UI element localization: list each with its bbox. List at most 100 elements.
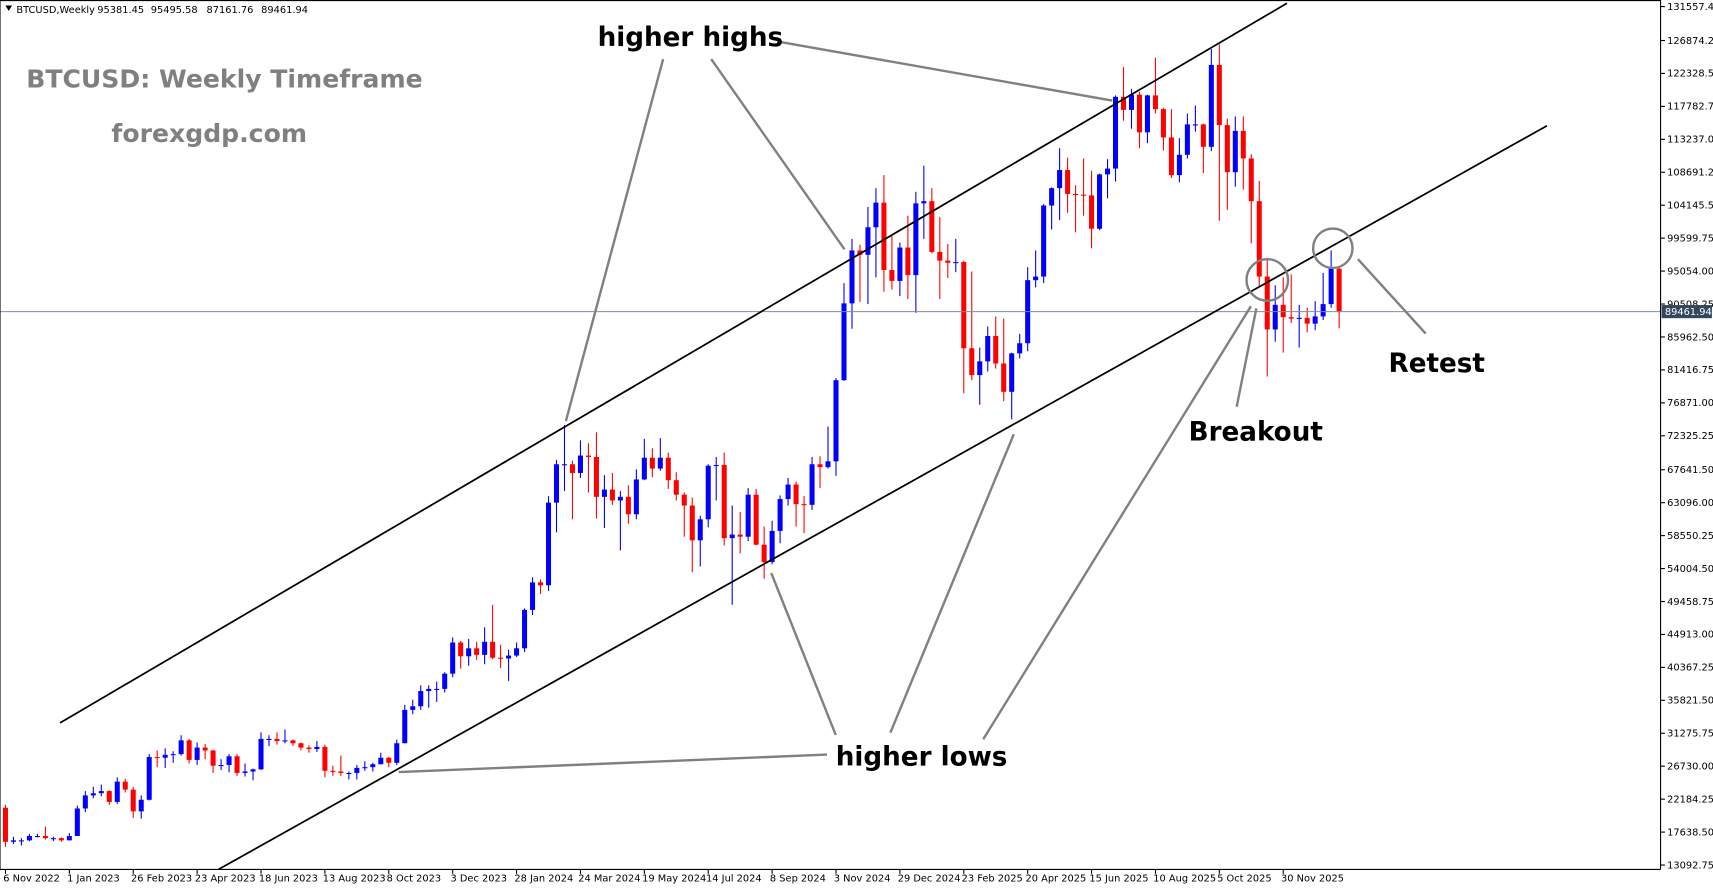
candle-body [1097,174,1103,229]
pointer [398,753,828,774]
candle-body [737,534,743,537]
candle-body [849,250,855,304]
y-tick-label: 85962.50 [1667,332,1713,343]
candle-body [1168,137,1174,176]
header-close: 89461.94 [261,5,308,16]
candle-body [889,270,895,281]
candle-body [593,456,599,497]
candle-body [442,673,448,689]
candle-body [178,740,184,755]
candle-body [2,807,8,842]
candle-body [402,709,408,744]
candle-body [985,335,991,362]
candle-body [1057,170,1063,189]
candle-body [482,641,488,655]
candle-body [1160,109,1166,138]
x-tick-label: 15 Jun 2025 [1089,873,1148,884]
candle-body [1041,205,1047,277]
candle-body [1208,64,1214,147]
candle-body [865,227,871,255]
pointer [710,58,846,251]
price-label-box [1661,305,1712,319]
candle-body [817,464,823,468]
candle-body [897,247,903,281]
candle-body [793,484,799,505]
x-tick-label: 23 Apr 2023 [195,873,256,884]
y-tick-label: 54004.50 [1667,564,1713,575]
candle-body [530,582,536,610]
y-tick-label: 95054.00 [1667,266,1713,277]
candle-body [194,747,200,760]
y-tick-label: 63096.00 [1667,498,1713,509]
candle-body [921,201,927,204]
candle-body [1312,316,1318,324]
candle-body [106,791,112,802]
candle-body [753,494,759,545]
candle-body [969,348,975,376]
candle-body [474,648,480,655]
candle-body [1304,317,1310,324]
candle-body [490,641,496,658]
axes: 13092.75 17638.50 22184.25 26730.00 31275.75… [3,2,1713,885]
lower-channel-line [218,124,1548,871]
candle-body [953,262,959,264]
annotation: higher highs [598,23,784,53]
y-tick-label: 35821.50 [1667,696,1713,707]
candle-body [681,494,687,506]
header-open: 95381.45 [97,5,144,16]
x-tick-label: 28 Jan 2024 [514,873,573,884]
upper-channel-line [59,2,1288,724]
candle-body [1065,170,1071,194]
y-tick-label: 122328.50 [1667,69,1713,80]
candle-body [1152,95,1158,110]
candle-body [785,484,791,500]
candle-body [585,455,591,457]
candles [2,44,1342,847]
candle-body [569,464,575,473]
candle-body [1240,130,1246,159]
x-tick-label: 26 Feb 2023 [131,873,192,884]
pointer [1235,308,1258,408]
candle-body [689,505,695,541]
candle-body [1280,304,1286,318]
candle-body [1232,130,1238,173]
candle-body [370,764,376,768]
y-tick-label: 117782.75 [1667,102,1713,113]
candle-body [1001,363,1007,392]
candle-body [1017,343,1023,354]
candle-body [769,530,775,563]
y-tick-label: 104145.50 [1667,200,1713,211]
candle-body [298,743,304,748]
chart-title: BTCUSD: Weekly Timeframe [26,64,422,93]
y-tick-label: 126874.25 [1667,36,1713,47]
candle-body [234,756,240,773]
candle-body [290,740,296,744]
candle-body [945,260,951,263]
x-tick-label: 3 Dec 2023 [450,873,507,884]
candle-body [833,380,839,462]
candle-body [697,519,703,541]
y-tick-label: 81416.75 [1667,365,1713,376]
candle-body [705,465,711,520]
candle-body [322,746,328,771]
candle-body [841,303,847,381]
candle-body [66,835,72,841]
candle-body [545,502,552,586]
candle-body [466,648,472,657]
candle-body [258,738,264,770]
x-tick-label: 19 May 2024 [642,873,706,884]
candle-body [122,781,128,790]
header-icon [5,5,13,11]
pointer [564,58,665,422]
y-tick-label: 108691.25 [1667,168,1713,179]
candle-body [514,648,520,656]
breakout-circle [1245,257,1290,302]
candle-body [977,361,983,376]
candle-body [1033,276,1039,281]
candle-body [1081,194,1087,196]
candle-body [801,504,807,506]
pointer [982,305,1252,740]
x-tick-label: 8 Oct 2023 [387,873,441,884]
candle-body [881,202,887,271]
